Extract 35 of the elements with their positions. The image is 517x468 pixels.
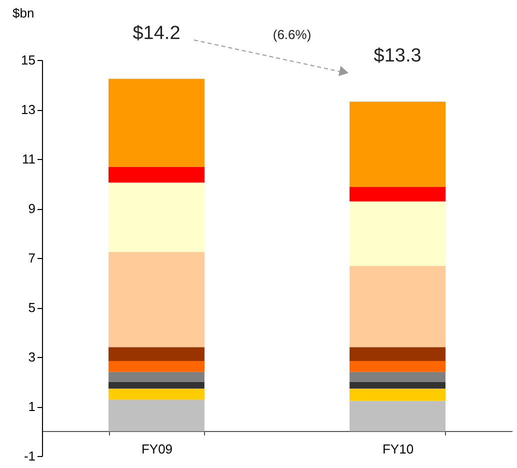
bar [350,186,446,202]
text: (6.6%) [272,27,312,42]
bar [350,360,446,372]
bar [108,78,204,167]
bar [108,388,204,400]
y-tick-label: 1 [28,399,36,414]
y-tick-label: 9 [28,201,36,216]
y-tick-label: 13 [21,102,36,117]
bar [108,382,204,389]
bar [350,347,446,361]
bar [108,372,204,382]
y-tick-label: 15 [21,52,36,68]
total-label: $13.3 [374,46,422,67]
y-tick-label: 3 [28,350,36,364]
y-tick-label: 11 [22,152,36,166]
bar [108,360,204,372]
bar [350,102,446,187]
bar [108,252,204,348]
bar [350,400,446,432]
bar [108,166,204,183]
y-tick-label: -1 [24,448,36,464]
y-tick-label: 7 [28,250,36,266]
bar [108,347,204,361]
bar [350,382,446,389]
bar [350,388,446,401]
bar [350,201,446,266]
x-tick-label: FY09 [141,442,173,456]
bar [350,266,446,348]
bar [108,182,204,252]
bar [350,372,446,382]
total-label: $14.2 [132,22,180,44]
x-tick-label: FY10 [382,442,414,456]
y-axis-title: $bn [12,6,34,20]
bar [108,399,204,432]
y-tick-label: 5 [28,300,36,315]
